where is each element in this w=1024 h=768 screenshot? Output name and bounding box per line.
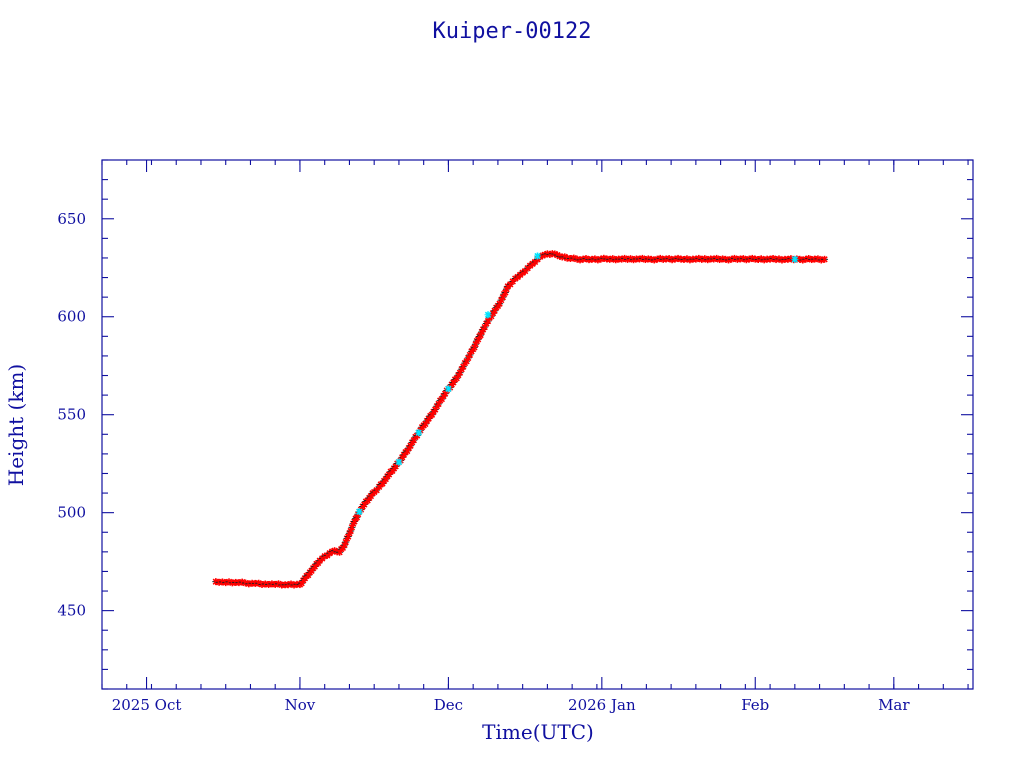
data-point [618,255,626,263]
y-tick-label: 550 [57,406,86,424]
highlight-point [791,255,799,263]
x-tick-label: Dec [434,696,463,714]
x-tick-label: Nov [285,696,316,714]
y-tick-label: 650 [57,210,86,228]
highlight-point [534,252,541,260]
x-tick-label: Feb [741,696,769,714]
x-tick-label: Mar [878,696,910,714]
highlight-point [395,458,403,466]
highlight-point [444,385,452,393]
highlight-point [484,311,492,319]
y-tick-label: 450 [57,602,86,620]
y-axis-label: Height (km) [4,364,28,486]
data-points [212,250,829,589]
data-point [821,255,829,263]
y-axis-tick-labels: 450 500 550 600 650 [57,210,86,620]
highlight-point [355,508,363,516]
x-axis-label: Time(UTC) [482,720,594,744]
x-tick-label: 2025 Oct [112,696,182,714]
highlight-point [415,429,423,437]
y-tick-label: 600 [57,308,86,326]
y-tick-label: 500 [57,504,86,522]
plot-frame [101,159,974,690]
x-axis-tick-labels: 2025 Oct Nov Dec 2026 Jan Feb Mar [112,696,911,714]
x-tick-label: 2026 Jan [568,696,636,714]
chart-title: Kuiper-00122 [433,19,592,44]
axis-ticks [101,159,973,690]
data-point [650,256,658,264]
